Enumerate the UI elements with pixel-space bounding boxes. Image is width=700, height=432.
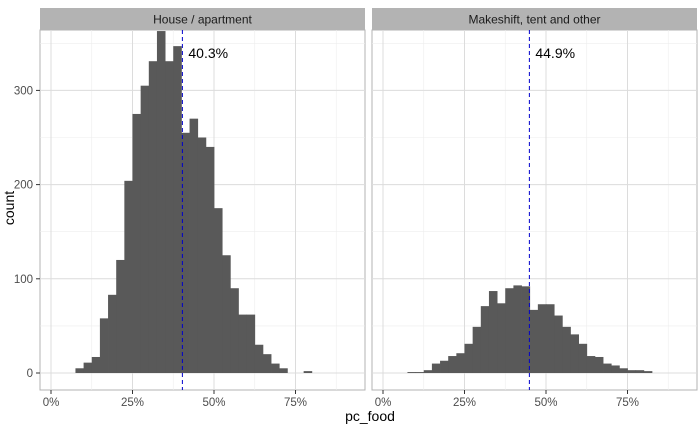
histogram-bar bbox=[99, 318, 109, 373]
histogram-bar bbox=[603, 363, 612, 373]
histogram-bar bbox=[148, 61, 158, 374]
facet-strip bbox=[40, 8, 365, 30]
histogram-bar bbox=[205, 146, 215, 373]
histogram-bar bbox=[472, 326, 482, 373]
histogram-bar bbox=[83, 362, 93, 373]
histogram-bar bbox=[116, 259, 125, 373]
facet-panel: Makeshift, tent and other 44.9% bbox=[371, 8, 698, 391]
histogram-bar bbox=[173, 46, 182, 373]
y-tick-label: 300 bbox=[14, 85, 33, 97]
x-axis-title: pc_food bbox=[345, 408, 395, 424]
histogram-bar bbox=[440, 360, 449, 373]
x-tick-label: 0% bbox=[375, 397, 392, 409]
histogram-bar bbox=[140, 85, 150, 373]
histogram-bar bbox=[222, 255, 231, 373]
histogram-bar bbox=[546, 304, 555, 373]
histogram-bar bbox=[230, 288, 239, 373]
histogram-bar bbox=[562, 326, 571, 373]
histogram-bar bbox=[415, 372, 425, 373]
histogram-bar bbox=[578, 343, 588, 373]
histogram-bar bbox=[586, 356, 596, 373]
facet-strip-label: Makeshift, tent and other bbox=[468, 13, 600, 27]
histogram-bar bbox=[407, 372, 416, 373]
x-tick-label: 50% bbox=[202, 397, 225, 409]
histogram-bar bbox=[238, 314, 247, 373]
mean-annotation: 44.9% bbox=[535, 45, 575, 61]
histogram-bar bbox=[156, 31, 166, 373]
facet-strip-label: House / apartment bbox=[153, 13, 252, 27]
histogram-bar bbox=[279, 368, 288, 373]
histogram-bar bbox=[431, 363, 441, 373]
histogram-bar bbox=[513, 285, 522, 373]
histogram-bar bbox=[448, 356, 457, 373]
x-tick-label: 0% bbox=[43, 397, 60, 409]
histogram-bar bbox=[619, 368, 628, 373]
x-tick-label: 75% bbox=[616, 397, 639, 409]
x-tick-label: 75% bbox=[284, 397, 307, 409]
histogram-bar bbox=[635, 370, 645, 373]
histogram-bar bbox=[488, 291, 498, 373]
histogram-bar bbox=[246, 314, 256, 373]
histogram-bar bbox=[124, 180, 133, 373]
histogram-bar bbox=[197, 137, 207, 373]
y-tick-label: 200 bbox=[14, 180, 33, 192]
histogram-bar bbox=[594, 356, 604, 373]
histogram-bar bbox=[132, 113, 142, 373]
x-tick-label: 25% bbox=[121, 397, 144, 409]
histogram-bar bbox=[505, 288, 514, 373]
histogram-bar bbox=[497, 303, 506, 373]
histogram-bar bbox=[165, 61, 174, 374]
facets: House / apartment 40.3% Makeshift, tent an… bbox=[39, 8, 698, 391]
x-tick-label: 25% bbox=[453, 397, 476, 409]
histogram-bar bbox=[643, 371, 653, 373]
histogram-bar bbox=[456, 353, 465, 373]
facet-panel: House / apartment 40.3% bbox=[39, 8, 366, 391]
histogram-bar bbox=[91, 356, 101, 373]
histogram-bar bbox=[521, 286, 531, 373]
histogram-bar bbox=[529, 309, 539, 373]
y-axis-title: count bbox=[1, 191, 17, 225]
histogram-bar bbox=[423, 370, 433, 373]
histogram-bar bbox=[254, 344, 264, 373]
histogram-bar bbox=[570, 334, 579, 373]
histogram-bar bbox=[214, 208, 223, 373]
y-tick-label: 100 bbox=[14, 274, 33, 286]
histogram-bar bbox=[611, 365, 620, 373]
histogram-bar bbox=[189, 118, 199, 373]
histogram-bar bbox=[480, 306, 490, 373]
histogram-bar bbox=[75, 368, 84, 373]
y-tick-label: 0 bbox=[27, 368, 33, 380]
histogram-bar bbox=[303, 371, 313, 373]
histogram-bar bbox=[271, 363, 280, 373]
histogram-bar bbox=[181, 132, 190, 373]
histogram-bar bbox=[537, 304, 547, 373]
x-tick-labels: 0% 25% 50% 75% 0% 25% 50% 75% bbox=[43, 390, 639, 409]
histogram-bar bbox=[554, 315, 563, 373]
y-tick-labels: 0 100 200 300 bbox=[14, 85, 40, 380]
x-tick-label: 50% bbox=[534, 397, 557, 409]
histogram-bar bbox=[108, 294, 117, 373]
histogram-bar bbox=[262, 354, 272, 373]
histogram-bar bbox=[464, 343, 474, 373]
facet-strip bbox=[372, 8, 697, 30]
mean-annotation: 40.3% bbox=[188, 45, 228, 61]
histogram-bar bbox=[627, 370, 637, 373]
